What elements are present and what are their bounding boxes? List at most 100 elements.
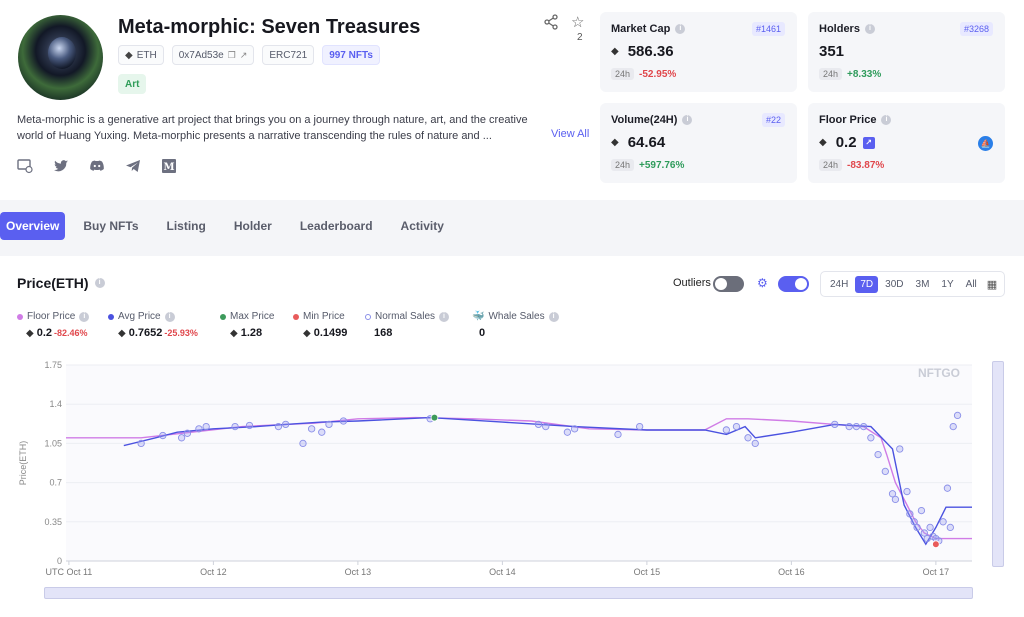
info-icon[interactable]: i <box>675 24 686 34</box>
range-7d[interactable]: 7D <box>855 275 879 293</box>
info-icon[interactable]: i <box>682 115 693 125</box>
twitter-icon[interactable] <box>53 158 69 174</box>
normal-sale-point <box>159 431 167 440</box>
medium-icon[interactable]: M <box>161 158 177 174</box>
volume-value: 64.64 <box>627 134 666 151</box>
horizontal-zoom-slider[interactable] <box>44 587 973 599</box>
info-icon[interactable]: i <box>164 311 175 322</box>
section-tabs: Overview Buy NFTs Listing Holder Leaderb… <box>0 212 454 240</box>
normal-sale-point <box>920 529 928 537</box>
address-chip[interactable]: 0x7Ad53e ❐ ↗ <box>171 45 255 65</box>
tab-leaderboard[interactable]: Leaderboard <box>299 219 373 233</box>
legend-avg-price[interactable]: Avg Price i <box>108 311 175 322</box>
market-cap-rank: #1461 <box>751 22 785 36</box>
calendar-icon[interactable]: ▦ <box>986 278 998 291</box>
watermark: NFTGO <box>918 366 960 380</box>
category-tag[interactable]: Art <box>118 74 147 94</box>
info-icon[interactable]: i <box>94 278 105 288</box>
range-1y[interactable]: 1Y <box>941 278 954 290</box>
whale-filter-icon: ⚙ <box>757 276 768 290</box>
volume-card: Volume(24H) i #22 ◆ 64.64 24h +597.76% <box>600 103 797 183</box>
trend-chart-icon[interactable]: ↗ <box>862 136 875 149</box>
nft-count-chip[interactable]: 997 NFTs <box>322 45 380 65</box>
normal-sale-point <box>281 420 290 429</box>
normal-sale-point <box>325 420 333 429</box>
floor-price-card: Floor Price i ◆ 0.2 ↗ ⛵ 24h -83.87% <box>808 103 1005 183</box>
tab-buy-nfts[interactable]: Buy NFTs <box>83 219 139 233</box>
avg-price-line <box>123 416 972 546</box>
favorite-star-icon[interactable]: ☆ <box>571 14 585 31</box>
eth-icon: ◆ <box>611 46 619 57</box>
tab-activity[interactable]: Activity <box>400 219 444 233</box>
normal-sale-point <box>195 425 203 433</box>
range-24h[interactable]: 24H <box>830 278 849 290</box>
info-icon[interactable]: i <box>79 311 90 322</box>
normal-sale-point <box>202 422 210 431</box>
collection-avatar <box>18 15 103 100</box>
info-icon[interactable]: i <box>548 311 559 322</box>
y-tick-label: 0.35 <box>44 517 62 527</box>
min-price-point <box>932 540 940 549</box>
view-all-link[interactable]: View All <box>551 128 590 140</box>
outliers-toggle[interactable] <box>713 276 744 292</box>
normal-sale-point <box>542 422 550 431</box>
outliers-label: Outliers <box>673 277 711 289</box>
price-chart[interactable]: 0 0.35 0.7 1.05 1.4 1.75 UTC Oct 11 Oct 12 Oct 1… <box>0 351 1024 587</box>
vertical-zoom-slider[interactable] <box>992 361 1004 567</box>
holders-change: +8.33% <box>847 68 882 80</box>
range-30d[interactable]: 30D <box>885 278 904 290</box>
normal-sale-point <box>831 420 839 429</box>
normal-sale-point <box>722 426 731 434</box>
tab-listing[interactable]: Listing <box>166 219 206 233</box>
normal-sale-point <box>751 439 759 448</box>
share-icon[interactable] <box>543 14 559 30</box>
y-tick-label: 1.4 <box>49 399 62 409</box>
telegram-icon[interactable] <box>125 158 141 174</box>
tab-overview[interactable]: Overview <box>0 212 66 240</box>
floor-price-value: 0.2 <box>835 134 857 151</box>
tab-holder[interactable]: Holder <box>233 219 272 233</box>
normal-sale-point <box>953 411 962 420</box>
info-icon[interactable]: i <box>864 24 875 34</box>
x-tick-label: Oct 16 <box>778 567 805 577</box>
external-link-icon[interactable]: ↗ <box>239 49 248 60</box>
eth-icon: ◆ <box>125 49 133 61</box>
eth-icon: ◆ <box>26 328 34 339</box>
normal-sale-point <box>744 434 752 442</box>
x-tick-label: Oct 13 <box>345 567 372 577</box>
plot-area <box>66 365 972 561</box>
normal-sale-point <box>299 439 307 448</box>
website-icon[interactable] <box>17 158 33 174</box>
marketplace-logo-icon[interactable]: ⛵ <box>978 136 993 151</box>
normal-sale-point <box>939 518 947 526</box>
normal-sale-point <box>231 422 239 431</box>
eth-icon: ◆ <box>230 328 238 339</box>
normal-sale-point <box>845 422 853 431</box>
range-3m[interactable]: 3M <box>915 278 930 290</box>
y-tick-label: 0 <box>57 556 62 566</box>
legend-max-price[interactable]: Max Price <box>220 311 274 322</box>
y-axis-label: Price(ETH) <box>18 441 28 486</box>
normal-sale-point <box>636 422 644 431</box>
normal-sale-point <box>943 484 952 492</box>
x-tick-label: Oct 17 <box>923 567 950 577</box>
legend-floor-price[interactable]: Floor Price i <box>17 311 90 322</box>
normal-sale-point <box>881 467 889 476</box>
legend-min-price[interactable]: Min Price <box>293 311 345 322</box>
whale-filter-toggle[interactable] <box>778 276 809 292</box>
info-icon[interactable]: i <box>881 115 892 125</box>
market-cap-change: -52.95% <box>639 68 677 80</box>
time-range-selector: 24H 7D 30D 3M 1Y All ▦ <box>820 271 1006 297</box>
normal-sale-point <box>852 422 861 431</box>
copy-icon[interactable]: ❐ <box>227 49 236 60</box>
legend-normal-sales[interactable]: Normal Sales i <box>365 311 450 322</box>
discord-icon[interactable] <box>89 158 105 174</box>
legend-whale-sales[interactable]: 🐳 Whale Sales i <box>472 311 559 322</box>
chain-chip: ◆ ETH <box>118 45 164 65</box>
y-tick-label: 0.7 <box>49 478 62 488</box>
range-all[interactable]: All <box>965 278 977 290</box>
whale-icon: 🐳 <box>472 311 485 322</box>
info-icon[interactable]: i <box>439 311 450 322</box>
x-tick-label: Oct 12 <box>200 567 227 577</box>
x-tick-label: UTC Oct 11 <box>45 567 92 577</box>
